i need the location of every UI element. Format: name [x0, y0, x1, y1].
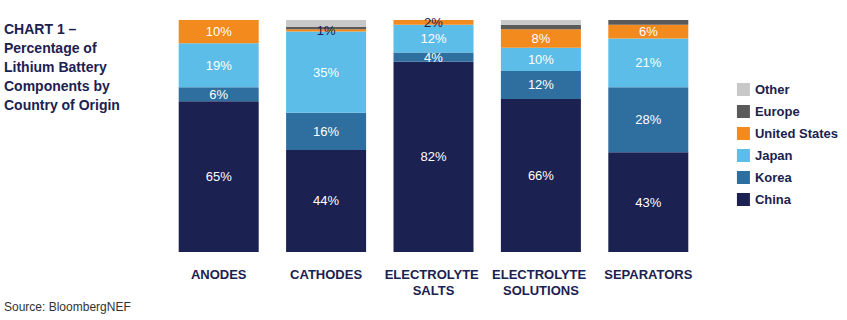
svg-text:ELECTROLYTE: ELECTROLYTE	[385, 267, 483, 282]
svg-text:16%: 16%	[313, 124, 339, 139]
svg-text:6%: 6%	[209, 87, 228, 102]
svg-text:United States: United States	[755, 126, 838, 141]
html-text:CHART 1 – Percentage of Lithiu: CHART 1 – Percentage of Lithium Battery …	[4, 21, 120, 113]
svg-text:ANODES: ANODES	[191, 267, 247, 282]
svg-text:Japan: Japan	[755, 148, 793, 163]
svg-text:12%: 12%	[420, 31, 446, 46]
svg-text:65%: 65%	[206, 169, 232, 184]
svg-text:44%: 44%	[313, 193, 339, 208]
svg-text:Other: Other	[755, 82, 790, 97]
svg-text:82%: 82%	[420, 149, 446, 164]
svg-text:Korea: Korea	[755, 170, 793, 185]
svg-text:SALTS: SALTS	[413, 283, 455, 298]
svg-text:28%: 28%	[635, 112, 661, 127]
svg-text:10%: 10%	[528, 52, 554, 67]
svg-text:12%: 12%	[528, 77, 554, 92]
svg-text:21%: 21%	[635, 55, 661, 70]
svg-text:2%: 2%	[424, 15, 443, 30]
svg-text:1%: 1%	[317, 23, 336, 38]
svg-text:CATHODES: CATHODES	[290, 267, 362, 282]
svg-text:Europe: Europe	[755, 104, 800, 119]
svg-text:10%: 10%	[206, 24, 232, 39]
svg-text:China: China	[755, 192, 792, 207]
svg-text:SOLUTIONS: SOLUTIONS	[503, 283, 579, 298]
svg-text:ELECTROLYTE: ELECTROLYTE	[492, 267, 590, 282]
svg-text:43%: 43%	[635, 195, 661, 210]
svg-text:SEPARATORS: SEPARATORS	[604, 267, 692, 282]
svg-text:6%: 6%	[639, 24, 658, 39]
svg-text:35%: 35%	[313, 65, 339, 80]
svg-text:66%: 66%	[528, 168, 554, 183]
svg-text:19%: 19%	[206, 58, 232, 73]
html-text:Source: BloombergNEF: Source: BloombergNEF	[4, 300, 131, 314]
svg-text:4%: 4%	[424, 50, 443, 65]
svg-text:8%: 8%	[532, 31, 551, 46]
